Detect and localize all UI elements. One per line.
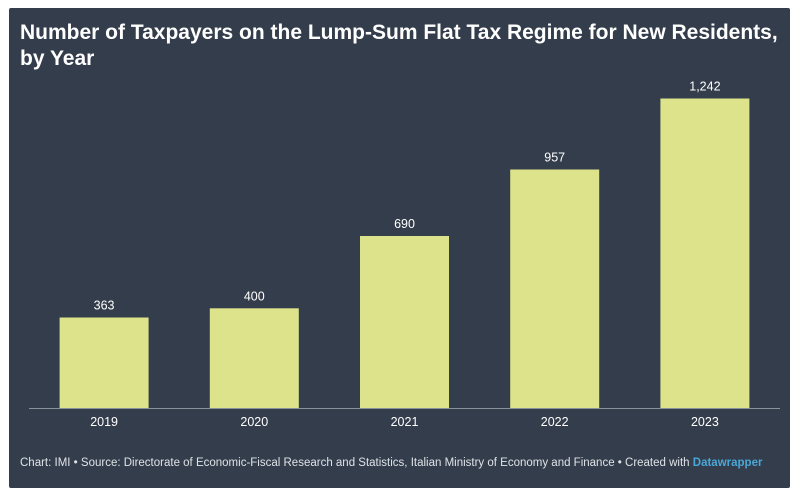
chart-card: Number of Taxpayers on the Lump-Sum Flat… — [9, 8, 790, 488]
bar-2021 — [360, 236, 449, 408]
tick-label-2020: 2020 — [240, 415, 268, 429]
bar-2022 — [510, 169, 600, 408]
bar-2023 — [660, 98, 750, 408]
tick-label-2019: 2019 — [90, 415, 118, 429]
tick-label-2023: 2023 — [691, 415, 719, 429]
value-label-2022: 957 — [544, 151, 565, 165]
value-label-2019: 363 — [94, 299, 115, 313]
chart-title: Number of Taxpayers on the Lump-Sum Flat… — [20, 21, 778, 70]
value-label-2020: 400 — [244, 289, 265, 303]
tick-label-2021: 2021 — [391, 415, 419, 429]
bar-2020 — [209, 308, 299, 408]
value-label-2023: 1,242 — [689, 80, 720, 94]
datawrapper-link[interactable]: Datawrapper — [692, 457, 763, 469]
footer-source: Chart: IMI • Source: Directorate of Econ… — [20, 457, 690, 469]
chart-footer: Chart: IMI • Source: Directorate of Econ… — [20, 457, 790, 469]
tick-label-2022: 2022 — [541, 415, 569, 429]
bar-chart: 363 2019 400 2020 690 2021 957 2022 1,242 2023 — [29, 80, 780, 429]
bar-2019 — [59, 317, 149, 408]
value-label-2021: 690 — [394, 217, 415, 231]
